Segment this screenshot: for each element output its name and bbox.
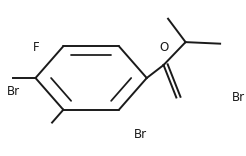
Text: Br: Br bbox=[7, 85, 20, 98]
Text: F: F bbox=[33, 41, 40, 54]
Text: Br: Br bbox=[232, 91, 245, 104]
Text: O: O bbox=[160, 41, 169, 54]
Text: Br: Br bbox=[134, 128, 147, 141]
